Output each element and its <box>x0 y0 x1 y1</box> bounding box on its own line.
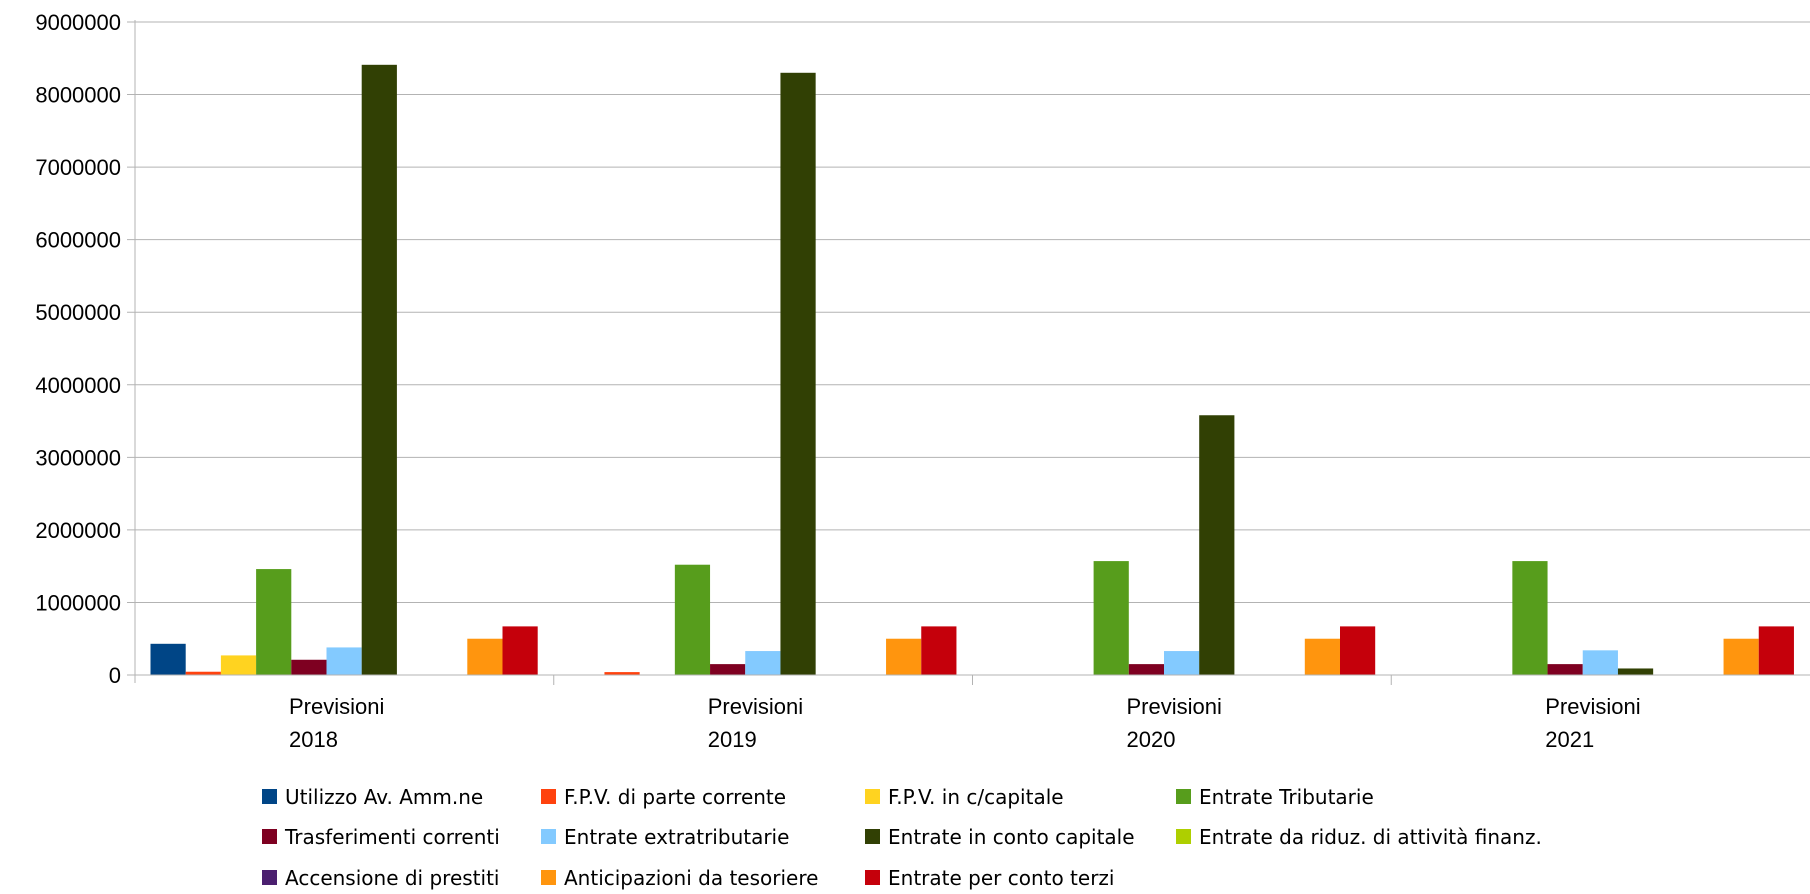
x-axis-category-labels: Previsioni 2018 Previsioni 2019 Previsioni 20… <box>289 694 1641 752</box>
bar <box>150 643 186 675</box>
bar <box>604 672 640 675</box>
legend-label: Anticipazioni da tesoriere <box>564 866 818 890</box>
y-tick-label: 3000000 <box>35 445 121 470</box>
bar <box>256 569 292 675</box>
y-tick-label: 4000000 <box>35 373 121 398</box>
bar <box>886 638 922 675</box>
bar <box>1723 638 1759 675</box>
legend-label: Entrate da riduz. di attività finanz. <box>1199 825 1542 849</box>
y-tick-label: 6000000 <box>35 228 121 253</box>
y-tick-label: 5000000 <box>35 300 121 325</box>
legend-swatch <box>541 829 556 844</box>
legend-swatch <box>541 789 556 804</box>
bar <box>1340 626 1376 675</box>
bar <box>1304 638 1340 675</box>
bar <box>1128 664 1164 675</box>
x-category-label: 2020 <box>1127 727 1176 752</box>
legend-swatch <box>262 789 277 804</box>
bar <box>1199 415 1235 675</box>
bar <box>220 655 257 675</box>
bar <box>502 626 538 675</box>
legend-swatch <box>865 829 880 844</box>
legend-swatch <box>1176 829 1191 844</box>
legend-swatch <box>1176 789 1191 804</box>
legend-swatch <box>865 789 880 804</box>
legend-swatch <box>262 870 277 885</box>
bar <box>185 671 221 675</box>
y-tick-label: 9000000 <box>35 10 121 35</box>
x-category-label: Previsioni <box>289 694 384 719</box>
bar <box>467 638 503 675</box>
legend-label: Utilizzo Av. Amm.ne <box>285 785 483 809</box>
legend-swatch <box>541 870 556 885</box>
x-category-label: 2019 <box>708 727 757 752</box>
axes <box>134 20 1810 685</box>
y-tick-label: 2000000 <box>35 518 121 543</box>
bar <box>1164 651 1200 675</box>
legend-label: Trasferimenti correnti <box>284 825 500 849</box>
legend-label: Accensione di prestiti <box>285 866 499 890</box>
y-tick-label: 0 <box>109 663 121 688</box>
legend-label: Entrate per conto terzi <box>888 866 1114 890</box>
x-category-label: 2018 <box>289 727 338 752</box>
x-category-label: 2021 <box>1545 727 1594 752</box>
gridlines <box>127 21 1810 676</box>
bar <box>361 64 397 675</box>
x-category-label: Previsioni <box>1127 694 1222 719</box>
bar <box>1547 664 1583 675</box>
bar <box>745 651 781 675</box>
bar <box>710 664 746 675</box>
legend-swatch <box>865 870 880 885</box>
y-tick-label: 7000000 <box>35 155 121 180</box>
x-category-label: Previsioni <box>708 694 803 719</box>
bar <box>326 647 362 675</box>
y-tick-label: 8000000 <box>35 83 121 108</box>
legend-swatch <box>262 829 277 844</box>
bar <box>1617 668 1654 675</box>
bar <box>1512 561 1548 675</box>
bar <box>674 564 711 675</box>
legend-label: F.P.V. in c/capitale <box>888 785 1064 809</box>
bar <box>291 659 327 675</box>
bar <box>1758 626 1794 675</box>
bars <box>150 64 1794 676</box>
bar <box>1093 561 1129 675</box>
legend-label: F.P.V. di parte corrente <box>564 785 786 809</box>
legend: Utilizzo Av. Amm.ne F.P.V. di parte corre… <box>262 785 1542 890</box>
legend-label: Entrate Tributarie <box>1199 785 1374 809</box>
bar <box>1582 650 1618 675</box>
bar <box>780 72 816 676</box>
y-tick-label: 1000000 <box>35 590 121 615</box>
legend-label: Entrate in conto capitale <box>888 825 1135 849</box>
y-axis-tick-labels: 0 1000000 2000000 3000000 4000000 5000000 6000… <box>35 10 121 688</box>
bar <box>921 626 957 675</box>
x-category-label: Previsioni <box>1545 694 1640 719</box>
legend-label: Entrate extratributarie <box>564 825 789 849</box>
